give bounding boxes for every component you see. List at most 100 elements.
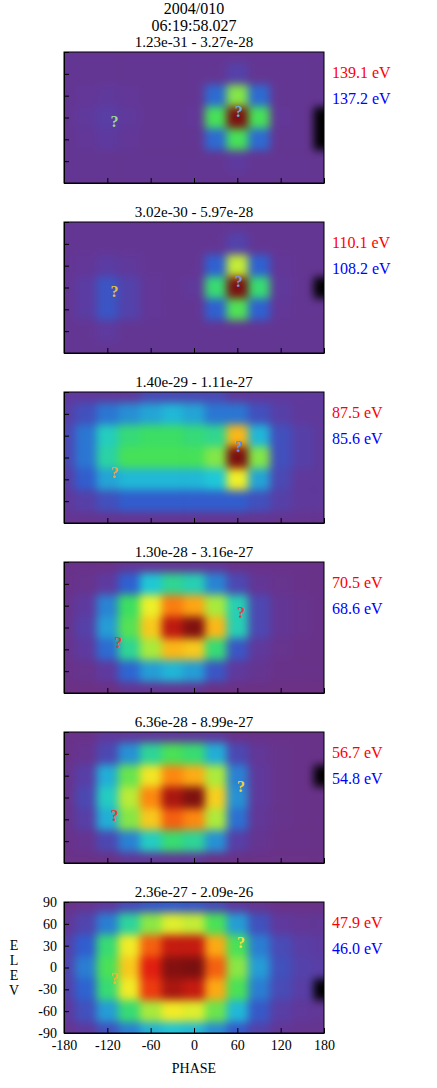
heatmap-cell [75,830,97,852]
y-axis [64,53,69,184]
heatmap-cell [205,233,227,255]
heatmap-cell [292,1022,314,1033]
plot-background [64,562,324,693]
heatmap-cell [270,128,292,150]
heatmap-cell [97,732,119,743]
heatmap-cell [248,425,270,447]
heatmap-cell [97,573,119,595]
heatmap-cell [183,63,205,85]
cells [64,562,324,693]
energy-label: 70.5 eV [332,574,383,591]
heatmap-cell [162,277,184,299]
heatmap-cell [64,52,75,63]
heatmap-cell [162,595,184,617]
x-tick-mark [151,348,152,353]
heatmap-cell [183,490,205,512]
x-tick [107,178,108,183]
annotation: ? [111,807,119,824]
heatmap-cell [97,342,119,353]
x-tick-mark [237,178,238,183]
heatmap-cell [97,63,119,85]
heatmap-cell [270,150,292,172]
heatmap-cell [248,957,270,979]
heatmap-cell [162,660,184,682]
y-tick-mark [64,436,69,437]
x-axis [65,688,325,694]
heatmap-cell [205,52,227,63]
heatmap-cell [205,830,227,852]
heatmap-cell [118,342,140,353]
plot-background [64,222,324,353]
heatmap-cell [140,468,162,490]
heatmap-cell [183,172,205,183]
heatmap-cell [205,743,227,765]
heatmap-cell [248,512,270,523]
heatmap-cell [64,765,75,787]
y-axis-title: ELEV [9,938,19,998]
plot-area [64,222,324,353]
x-tick [194,348,195,353]
heatmap-cell [248,732,270,743]
heatmap-cell [270,298,292,320]
x-tick: -120 [95,1028,121,1053]
heatmap-cell [140,52,162,63]
plot-frame [64,902,324,1033]
panel-title: 1.30e-28 - 3.16e-27 [135,544,254,560]
heatmap-cell [118,172,140,183]
heatmap-cell [270,392,292,403]
heatmap-cell [140,852,162,863]
y-axis-title-letter: E [10,968,19,983]
x-tick [107,688,108,693]
heatmap-cell [270,490,292,512]
heatmap-cell [97,830,119,852]
y-tick-mark [64,501,69,502]
heatmap-cell [140,107,162,129]
heatmap-cell [248,403,270,425]
heatmap-cell [162,573,184,595]
figure: 2004/01006:19:58.0271.23e-31 - 3.27e-28?… [0,0,437,1088]
heatmap-cell [118,830,140,852]
heatmap-cell [205,255,227,277]
heatmap-cell [183,512,205,523]
x-tick [194,178,195,183]
y-axis-title-letter: E [10,938,19,953]
heatmap-cell [64,342,75,353]
heatmap-cell [75,682,97,693]
heatmap-cell [162,913,184,935]
y-tick [64,458,69,459]
heatmap-cell [118,935,140,957]
heatmap-cell [75,277,97,299]
heatmap-cell [118,150,140,172]
x-axis-line [65,523,325,524]
y-tick [64,353,69,354]
heatmap-cell [162,765,184,787]
heatmap-cell [162,617,184,639]
heatmap-cell [75,150,97,172]
x-tick-mark [324,688,325,693]
heatmap-cell [140,913,162,935]
header-time: 06:19:58.027 [152,17,237,34]
heatmap-cell [140,562,162,573]
heatmap-cell [205,562,227,573]
x-tick [107,348,108,353]
heatmap-cell [205,172,227,183]
heatmap-cell [313,512,324,523]
y-tick: 30 [43,939,69,954]
heatmap-cell [292,957,314,979]
heatmap-cell [140,638,162,660]
y-tick-mark [64,309,69,310]
energy-label: 47.9 eV [332,914,383,931]
y-tick-mark [64,266,69,267]
heatmap-cell [227,808,249,830]
heatmap-cell [205,660,227,682]
heatmap-cell [292,233,314,255]
heatmap-cell [183,277,205,299]
x-tick-mark [324,858,325,863]
heatmap-cell [183,468,205,490]
heatmap-cell [183,320,205,342]
x-tick-mark [151,518,152,523]
y-tick-mark [64,562,69,563]
x-tick-mark [151,858,152,863]
plot-frame [64,562,324,693]
heatmap-cell [205,913,227,935]
